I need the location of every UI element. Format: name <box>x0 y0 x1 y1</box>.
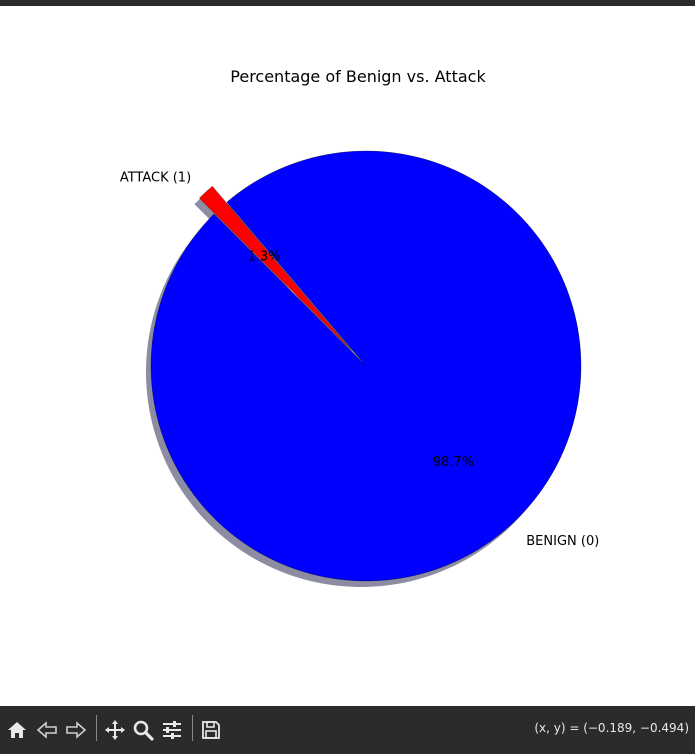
slice-label: ATTACK (1) <box>120 170 191 185</box>
percent-label: 98.7% <box>433 455 474 470</box>
back-icon[interactable] <box>33 716 61 744</box>
configure-subplots-icon[interactable] <box>158 716 186 744</box>
home-icon[interactable] <box>3 716 31 744</box>
pan-icon[interactable] <box>101 716 129 744</box>
pie-wedge-benign-0 <box>150 150 582 582</box>
cursor-coordinates: (x, y) = (−0.189, −0.494) <box>534 721 689 735</box>
window-top-strip <box>0 0 695 6</box>
toolbar-separator <box>192 715 193 741</box>
figure-toolbar: (x, y) = (−0.189, −0.494) <box>0 706 695 754</box>
percent-label: 1.3% <box>247 249 280 264</box>
zoom-icon[interactable] <box>129 716 157 744</box>
pie-group: BENIGN (0) 98.7% ATTACK (1) 1.3% <box>120 150 599 587</box>
toolbar-separator <box>96 715 97 741</box>
pie-chart: Percentage of Benign vs. Attack BENIGN (… <box>120 67 599 587</box>
save-icon[interactable] <box>197 716 225 744</box>
pie-wedge-attack-1 <box>199 186 352 351</box>
forward-icon[interactable] <box>62 716 90 744</box>
chart-title: Percentage of Benign vs. Attack <box>230 67 486 86</box>
slice-label: BENIGN (0) <box>526 534 599 549</box>
